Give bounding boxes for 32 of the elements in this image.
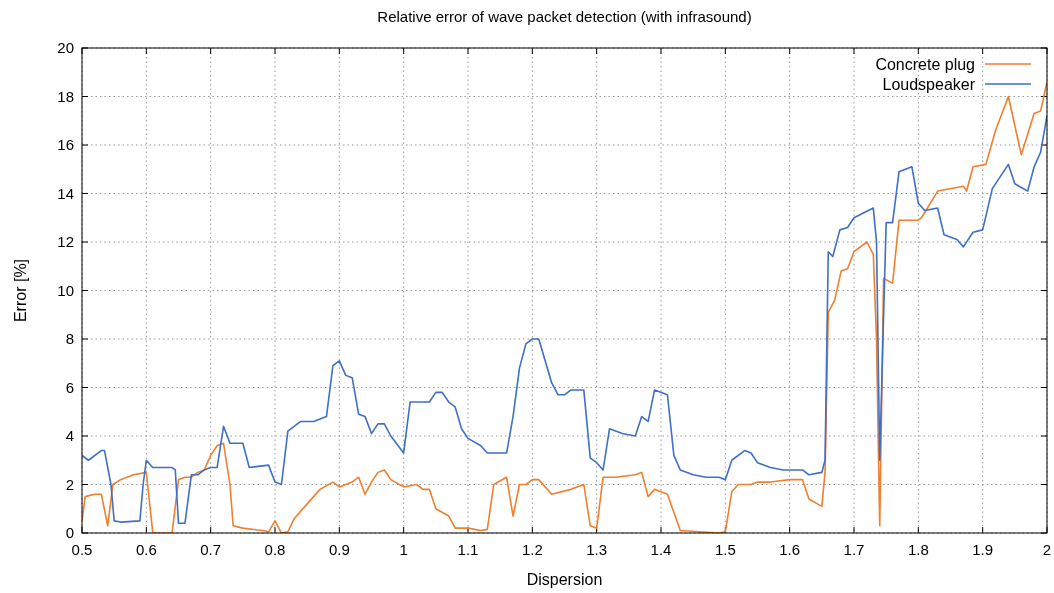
y-tick-label: 18 [57,87,74,105]
x-tick-label: 0.5 [71,541,93,558]
y-tick-label: 14 [57,184,74,202]
x-tick-label: 0.7 [200,541,222,558]
x-tick-label: 1.9 [972,541,994,558]
x-tick-label: 1 [399,541,408,558]
x-tick-label: 2 [1042,541,1052,558]
x-axis-title: Dispersion [526,571,603,588]
y-tick-label: 4 [65,427,74,444]
legend-label: Loudspeaker [882,76,976,93]
x-tick-label: 1.8 [907,541,929,558]
x-tick-label: 0.9 [328,541,350,558]
x-tick-label: 1.2 [521,541,543,558]
x-tick-label: 1.3 [586,541,608,558]
y-tick-label: 20 [57,39,74,56]
y-tick-label: 8 [65,330,74,347]
chart-title: Relative error of wave packet detection (with infrasound) [377,8,752,25]
y-tick-label: 0 [65,524,74,541]
x-tick-label: 1.6 [779,541,801,558]
x-tick-label: 1.5 [714,541,736,558]
y-tick-label: 16 [57,136,74,153]
y-axis-title: Error [%] [12,258,29,323]
x-tick-label: 1.4 [650,541,672,558]
x-tick-label: 0.6 [135,541,157,558]
x-tick-label: 1.7 [843,541,865,558]
y-tick-label: 12 [57,233,74,250]
y-tick-label: 2 [65,475,74,493]
y-tick-label: 10 [57,281,74,299]
legend-label: Concrete plug [875,56,975,73]
x-tick-label: 0.8 [264,541,286,558]
x-tick-label: 1.1 [457,541,479,558]
y-tick-label: 6 [65,378,74,396]
